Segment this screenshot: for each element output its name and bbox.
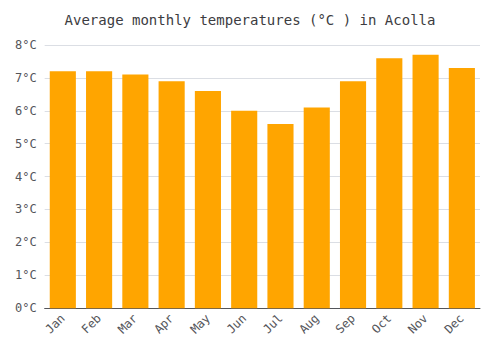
svg-text:2°C: 2°C	[15, 235, 37, 249]
svg-text:May: May	[188, 311, 213, 336]
svg-text:4°C: 4°C	[15, 170, 37, 184]
svg-text:Nov: Nov	[405, 311, 430, 336]
svg-text:8°C: 8°C	[15, 38, 37, 52]
svg-text:1°C: 1°C	[15, 268, 37, 282]
svg-text:Dec: Dec	[442, 311, 467, 336]
svg-text:Jan: Jan	[43, 311, 68, 336]
svg-text:7°C: 7°C	[15, 71, 37, 85]
svg-text:Apr: Apr	[151, 311, 176, 336]
svg-text:5°C: 5°C	[15, 137, 37, 151]
svg-text:3°C: 3°C	[15, 202, 37, 216]
svg-text:6°C: 6°C	[15, 104, 37, 118]
svg-text:Aug: Aug	[296, 311, 321, 336]
svg-text:Mar: Mar	[115, 311, 140, 336]
svg-text:Feb: Feb	[79, 311, 104, 336]
svg-text:Oct: Oct	[369, 311, 394, 336]
svg-text:Average monthly temperatures (: Average monthly temperatures (°C ) in Ac…	[65, 12, 436, 28]
svg-text:0°C: 0°C	[15, 301, 37, 315]
svg-text:Jul: Jul	[260, 311, 285, 336]
svg-text:Jun: Jun	[224, 311, 249, 336]
svg-text:Sep: Sep	[333, 311, 358, 336]
